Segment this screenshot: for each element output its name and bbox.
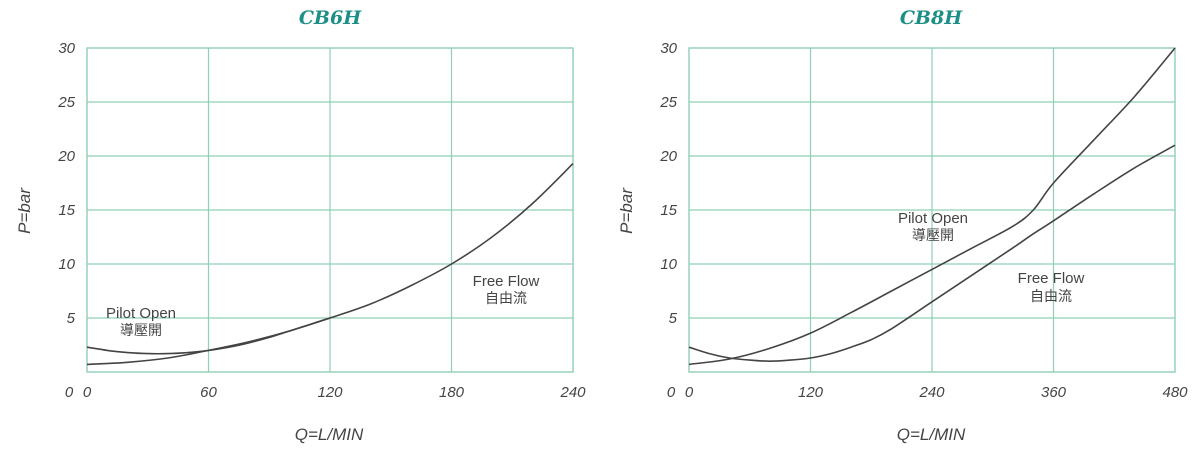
series-lines: [86, 163, 574, 366]
y-tick-labels: 5 10 15 20 25 30: [659, 40, 677, 327]
y-tick-label: 10: [58, 256, 75, 273]
series-line-pilot-open: [688, 144, 1176, 363]
series-lines: [688, 47, 1176, 366]
annotation-pilot-open: Pilot Open: [898, 210, 968, 227]
x-axis-label: Q=L/MIN: [897, 425, 966, 444]
x-tick-label: 360: [1041, 384, 1067, 401]
x-tick-label: 240: [559, 384, 586, 401]
annotation-pilot-open-cn: 導壓開: [912, 228, 954, 244]
annotation-free-flow: Free Flow: [1018, 270, 1085, 287]
y-tick-label: 25: [57, 94, 75, 111]
annotation-free-flow: Free Flow: [473, 273, 540, 290]
x-tick-labels: 0 60 120 180 240 0: [65, 384, 586, 401]
y-tick-label: 20: [57, 148, 75, 165]
grid: [688, 47, 1176, 373]
x-tick-label: 0: [685, 384, 694, 401]
series-line-free-flow: [86, 163, 574, 366]
y-axis-label: P=bar: [15, 187, 34, 234]
plot-frame: [86, 47, 574, 373]
origin-tick-label: 0: [65, 384, 74, 401]
y-tick-label: 15: [58, 202, 75, 219]
chart-title: CB8H: [900, 7, 963, 29]
grid: [86, 47, 574, 373]
y-tick-labels: 5 10 15 20 25 30: [57, 40, 75, 327]
annotation-pilot-open-cn: 導壓開: [120, 323, 162, 339]
x-tick-label: 120: [798, 384, 824, 401]
x-axis-label: Q=L/MIN: [295, 425, 364, 444]
series-line-free-flow: [688, 47, 1176, 366]
x-tick-label: 180: [439, 384, 465, 401]
y-tick-label: 20: [659, 148, 677, 165]
x-tick-label: 480: [1162, 384, 1188, 401]
x-tick-label: 240: [918, 384, 945, 401]
x-tick-labels: 0 120 240 360 480 0: [667, 384, 1188, 401]
origin-tick-label: 0: [667, 384, 676, 401]
x-tick-label: 0: [83, 384, 92, 401]
annotation-free-flow-cn: 自由流: [1030, 289, 1072, 305]
y-tick-label: 5: [67, 310, 76, 327]
plot-frame: [688, 47, 1176, 373]
y-tick-label: 10: [660, 256, 677, 273]
chart-title: CB6H: [299, 7, 362, 29]
x-tick-label: 120: [317, 384, 343, 401]
y-tick-label: 5: [669, 310, 678, 327]
chart-cb6h: CB6H 5 10 15 20 25 30 0 60 120 180 240 0 P=bar Q=L…: [15, 7, 586, 444]
y-tick-label: 15: [660, 202, 677, 219]
annotation-free-flow-cn: 自由流: [485, 291, 527, 307]
y-tick-label: 30: [58, 40, 75, 57]
y-axis-label: P=bar: [617, 187, 636, 234]
y-tick-label: 30: [660, 40, 677, 57]
x-tick-label: 60: [200, 384, 217, 401]
chart-cb8h: CB8H 5 10 15 20 25 30 0 120 240 360 480 0 P=bar Q=…: [617, 7, 1188, 444]
annotation-pilot-open: Pilot Open: [106, 305, 176, 322]
y-tick-label: 25: [659, 94, 677, 111]
